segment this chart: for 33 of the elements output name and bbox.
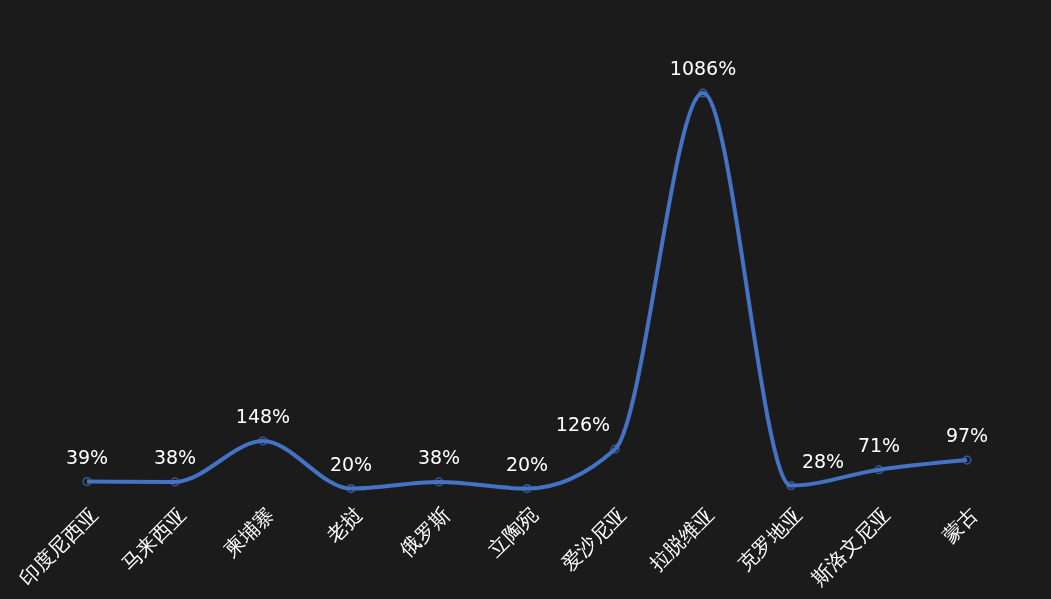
data-label: 126% (555, 413, 611, 436)
x-tick-label: 蒙古 (937, 502, 983, 548)
point (962, 455, 972, 465)
point (258, 436, 268, 446)
x-tick-label: 斯洛文尼亚 (806, 502, 895, 591)
point (170, 477, 180, 487)
x-tick-label: 拉脱维亚 (644, 502, 719, 576)
point (434, 477, 444, 487)
data-label: 20% (329, 452, 373, 475)
data-label: 148% (235, 405, 291, 428)
point (82, 476, 92, 487)
data-label: 97% (945, 424, 989, 446)
x-tick-label: 克罗地亚 (732, 502, 807, 576)
x-tick-label: 爱沙尼亚 (556, 502, 631, 576)
data-label: 28% (801, 449, 845, 472)
x-tick-label: 俄罗斯 (394, 502, 455, 562)
x-tick-label: 马来西亚 (116, 502, 191, 576)
point (786, 480, 796, 491)
point (610, 444, 620, 454)
x-tick-label: 柬埔寨 (218, 502, 279, 562)
data-label: 20% (505, 452, 549, 475)
data-label: 71% (857, 433, 901, 456)
data-label: 38% (417, 445, 461, 468)
data-label: 1086% (669, 57, 737, 79)
point (874, 465, 884, 475)
data-label: 38% (153, 445, 197, 468)
data-label: 39% (65, 445, 109, 468)
point (522, 483, 532, 494)
x-tick-label: 老挝 (321, 502, 367, 548)
x-tick-label: 印度尼西亚 (14, 502, 103, 591)
point (698, 88, 708, 98)
x-tick-label: 立陶宛 (482, 502, 543, 562)
point (346, 483, 356, 494)
